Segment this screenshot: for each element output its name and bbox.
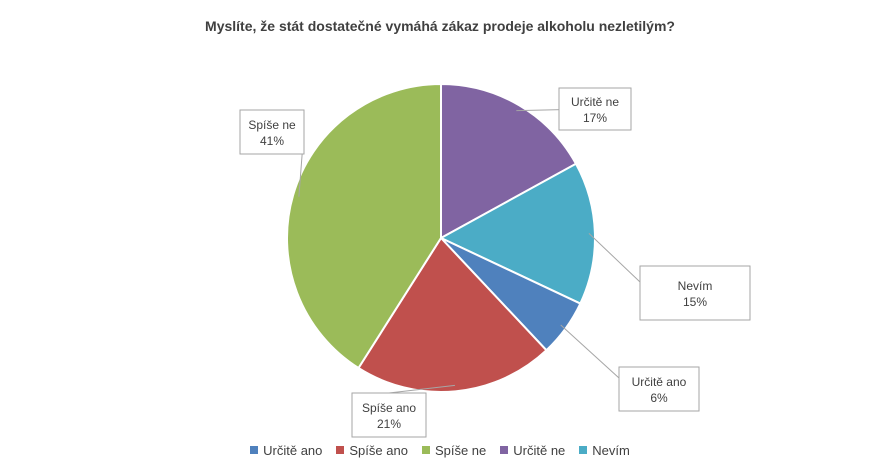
legend-swatch xyxy=(336,446,345,454)
data-label-category: Spíše ano xyxy=(362,401,416,415)
data-label-category: Nevím xyxy=(678,279,713,293)
legend-swatch xyxy=(500,446,509,454)
legend-item: Určitě ano xyxy=(250,443,322,458)
data-label-category: Určitě ne xyxy=(571,95,619,109)
data-label-value: 6% xyxy=(650,391,668,405)
data-label-box xyxy=(351,392,427,438)
data-label-box xyxy=(618,366,700,412)
data-label-category: Spíše ne xyxy=(248,118,296,132)
legend-label: Spíše ne xyxy=(434,443,487,458)
data-label-category: Určitě ano xyxy=(632,375,687,389)
legend-swatch xyxy=(421,446,430,454)
legend-item: Určitě ne xyxy=(500,443,565,458)
legend-swatch xyxy=(579,446,588,454)
legend-label: Nevím xyxy=(592,443,630,458)
legend-swatch xyxy=(250,446,259,454)
chart-title: Myslíte, že stát dostatečné vymáhá zákaz… xyxy=(205,18,675,34)
pie-slice xyxy=(357,236,548,393)
legend-item: Nevím xyxy=(579,443,630,458)
pie-slice xyxy=(286,82,442,370)
legend-label: Spíše ano xyxy=(349,443,408,458)
data-label-value: 15% xyxy=(683,295,707,309)
leader-line xyxy=(388,384,455,394)
data-label-value: 41% xyxy=(260,134,284,148)
legend: Určitě ano Spíše ano Spíše ne Určitě ne Neví… xyxy=(0,443,880,458)
pie-slice xyxy=(440,82,578,240)
data-label-box xyxy=(239,109,305,155)
leader-line xyxy=(588,232,641,283)
legend-item: Spíše ne xyxy=(421,443,487,458)
pie-slice xyxy=(438,162,596,305)
data-label-box xyxy=(639,265,751,321)
legend-item: Spíše ano xyxy=(336,443,408,458)
legend-label: Určitě ne xyxy=(513,443,566,458)
data-label-value: 21% xyxy=(377,417,401,431)
data-label-value: 17% xyxy=(583,111,607,125)
legend-label: Určitě ano xyxy=(263,443,323,458)
leader-line xyxy=(560,324,620,379)
data-label-box xyxy=(558,87,632,131)
